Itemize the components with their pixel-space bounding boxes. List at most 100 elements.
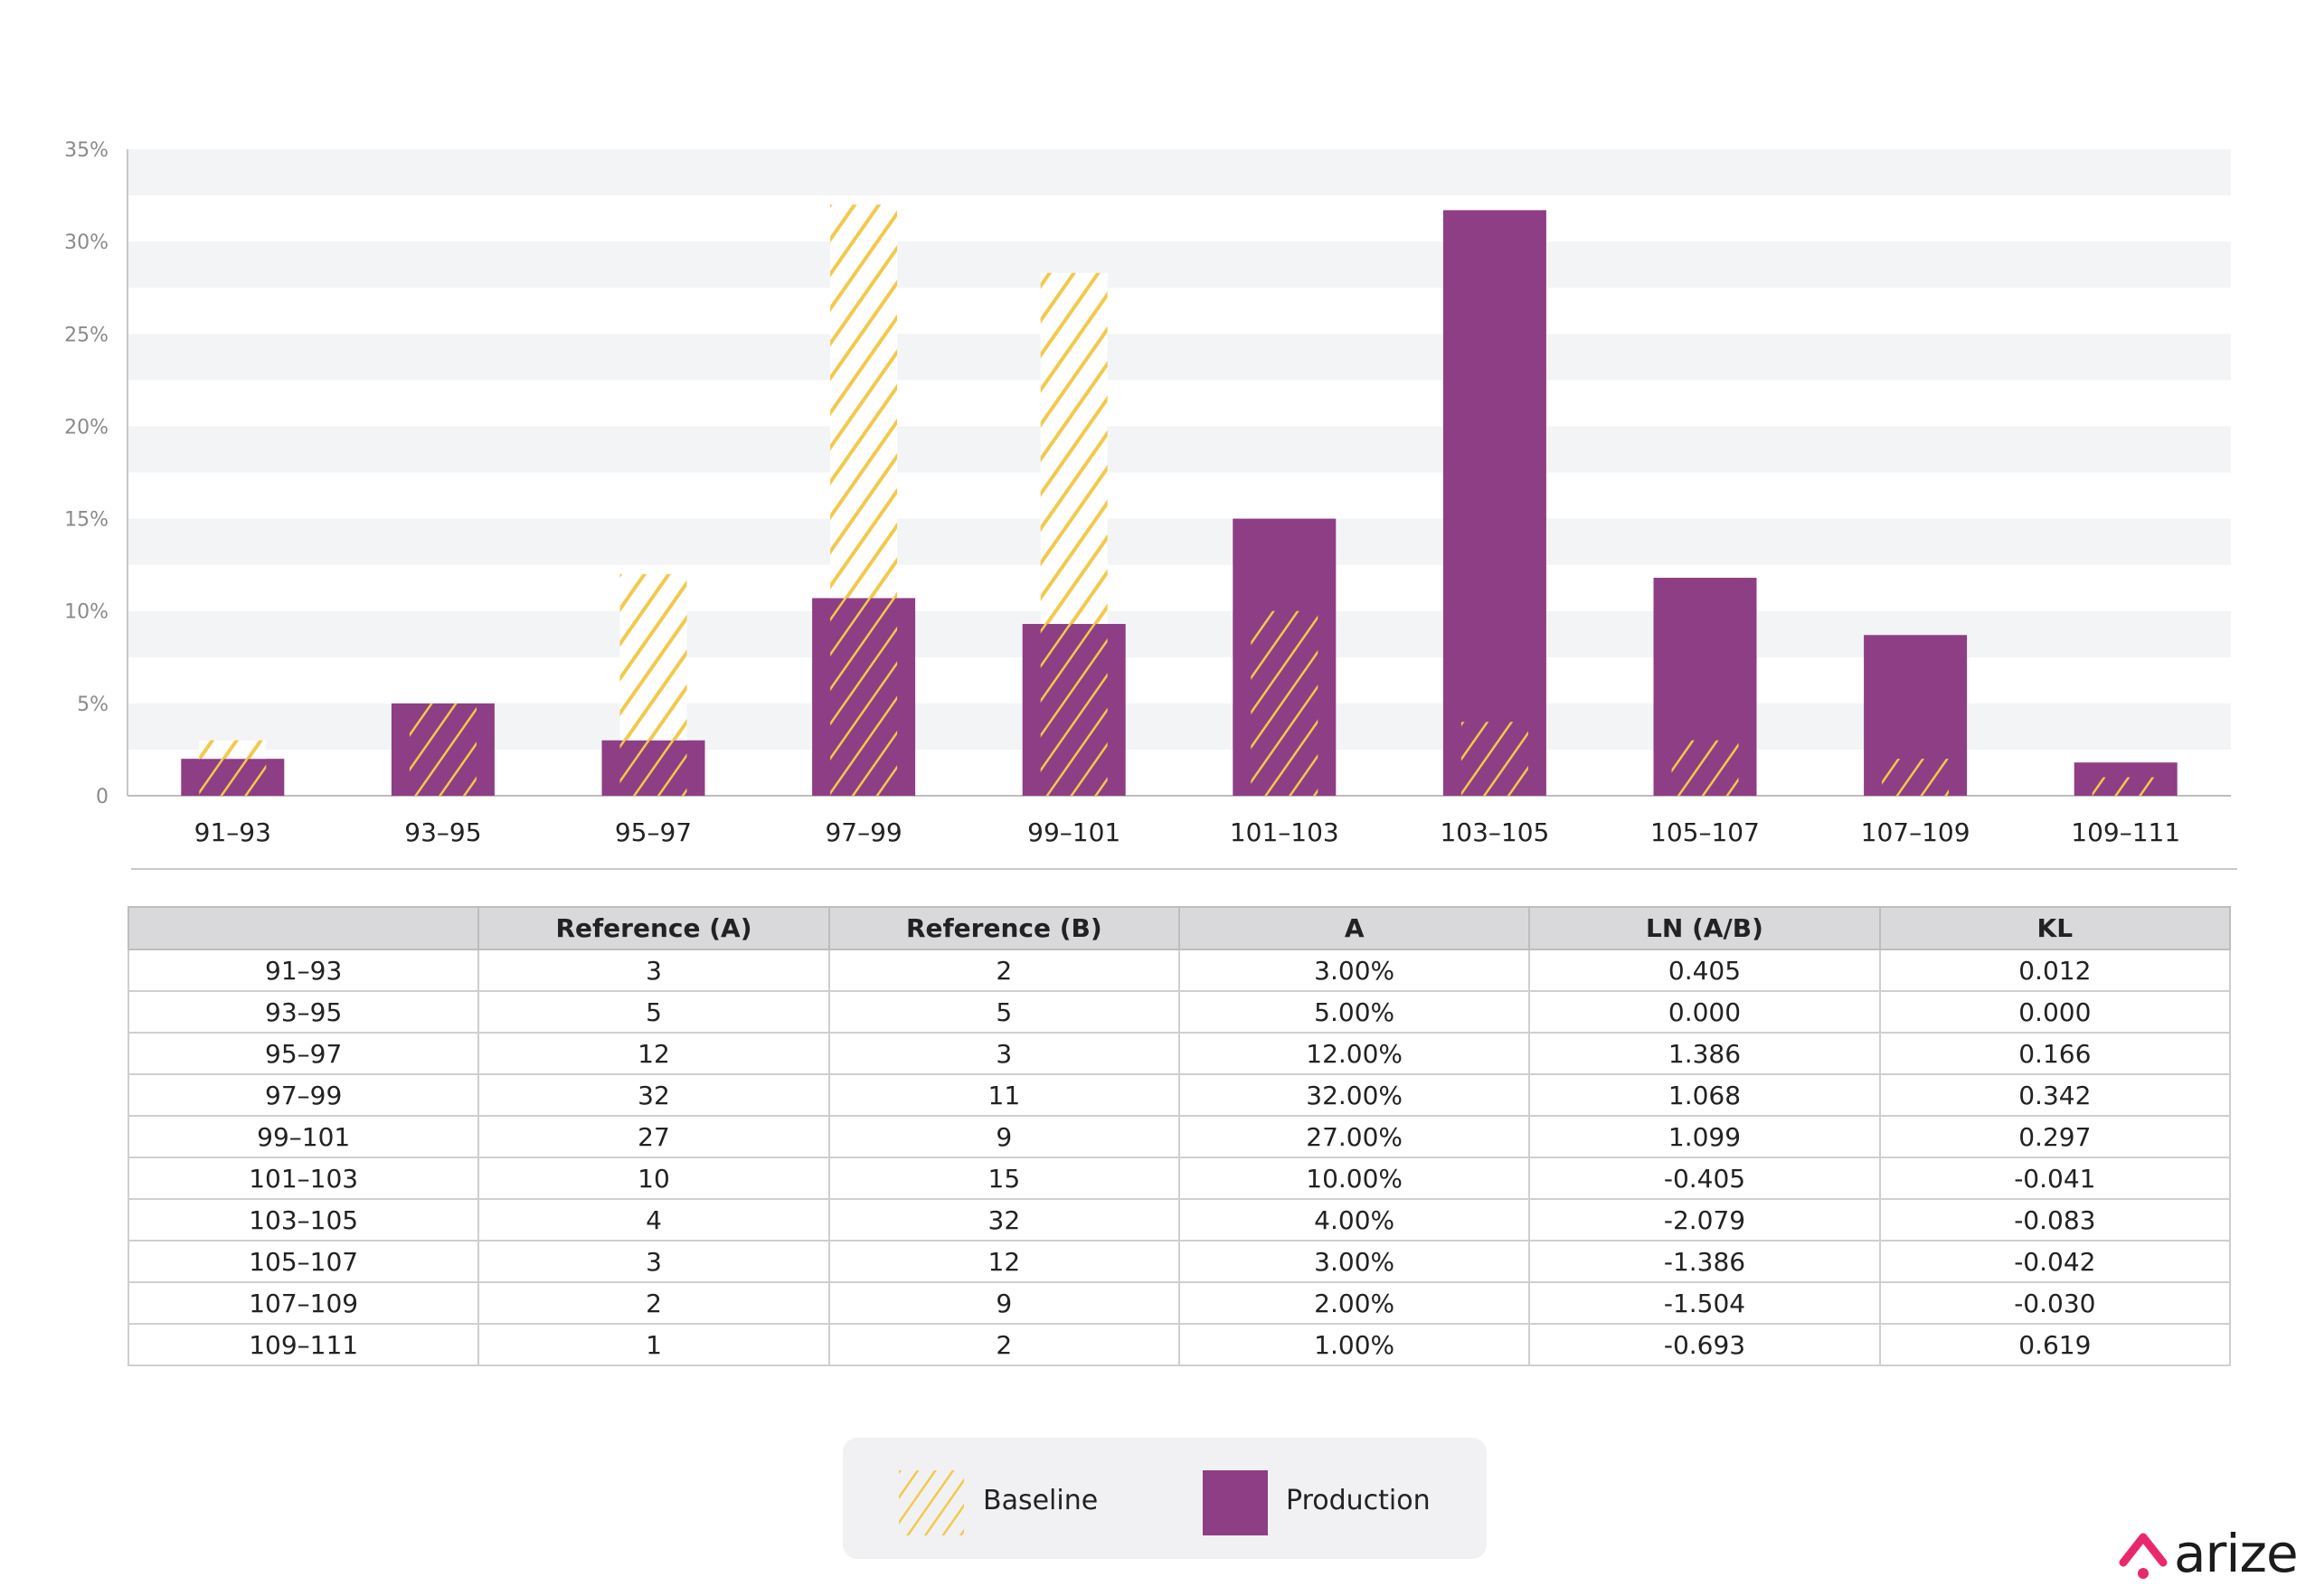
table-cell: 105–107 bbox=[127, 1240, 480, 1283]
grid-band bbox=[128, 518, 2231, 565]
table-cell: 93–95 bbox=[127, 990, 480, 1034]
arize-logo-text: arize bbox=[2174, 1523, 2299, 1584]
table-cell: -1.386 bbox=[1528, 1240, 1881, 1283]
table-cell: 2.00% bbox=[1177, 1281, 1531, 1325]
table-row: 95–97 12 3 12.00% 1.386 0.166 bbox=[127, 1032, 2232, 1075]
x-tick-label: 109–111 bbox=[2071, 817, 2180, 847]
x-tick-label: 95–97 bbox=[615, 817, 692, 847]
baseline-legend-label: Baseline bbox=[983, 1485, 1099, 1516]
table-cell: 99–101 bbox=[127, 1115, 480, 1158]
table-cell: 12 bbox=[477, 1032, 830, 1075]
table-cell: 32 bbox=[827, 1198, 1180, 1242]
arize-logo: arize bbox=[2118, 1523, 2308, 1584]
table-cell: 12.00% bbox=[1177, 1032, 1531, 1075]
x-tick-label: 97–99 bbox=[825, 817, 902, 847]
table-cell: 15 bbox=[827, 1157, 1180, 1200]
x-tick-label: 103–105 bbox=[1440, 817, 1549, 847]
baseline-swatch bbox=[899, 1470, 964, 1535]
y-tick-label: 25% bbox=[64, 324, 109, 346]
bar-chart: 0 5% 10% 15% 20% 25% 30% 35% 91–93 93–95 95–97 97–9… bbox=[64, 139, 2237, 870]
baseline-bar bbox=[199, 740, 267, 760]
table-body: 91–93 3 2 3.00% 0.405 0.012 93–95 5 5 5.00% 0.000 0… bbox=[127, 949, 2232, 1366]
table-cell: 2 bbox=[827, 1323, 1180, 1366]
y-tick-label: 10% bbox=[64, 601, 109, 624]
table-cell: 109–111 bbox=[127, 1323, 480, 1366]
arize-logo-icon bbox=[2119, 1533, 2168, 1579]
table-header-cell: A bbox=[1177, 906, 1531, 950]
table-cell: 1.099 bbox=[1528, 1115, 1881, 1158]
baseline-bar-overlap bbox=[1040, 624, 1108, 796]
table-cell: 12 bbox=[827, 1240, 1180, 1283]
table-header-cell: Reference (A) bbox=[477, 906, 830, 950]
table-cell: 91–93 bbox=[127, 949, 480, 992]
y-tick-label: 0 bbox=[96, 786, 109, 808]
table-cell: 10.00% bbox=[1177, 1157, 1531, 1200]
production-bar bbox=[1442, 210, 1546, 796]
table-row: 93–95 5 5 5.00% 0.000 0.000 bbox=[127, 990, 2232, 1034]
table-cell: 5 bbox=[477, 990, 830, 1034]
table-cell: 32 bbox=[477, 1073, 830, 1117]
table-row: 91–93 3 2 3.00% 0.405 0.012 bbox=[127, 949, 2232, 992]
table-header-cell: Reference (B) bbox=[827, 906, 1180, 950]
table-cell: 27.00% bbox=[1177, 1115, 1531, 1158]
kl-divergence-table: Reference (A) Reference (B) A LN (A/B) KL 91… bbox=[127, 906, 2232, 1366]
x-tick-label: 93–95 bbox=[404, 817, 481, 847]
table-cell: -0.042 bbox=[1878, 1240, 2232, 1283]
table-cell: 5.00% bbox=[1177, 990, 1531, 1034]
table-cell: -0.083 bbox=[1878, 1198, 2232, 1242]
table-cell: 3.00% bbox=[1177, 949, 1531, 992]
table-cell: 0.297 bbox=[1878, 1115, 2232, 1158]
table-cell: 4.00% bbox=[1177, 1198, 1531, 1242]
baseline-bar-overlap bbox=[199, 759, 267, 796]
x-tick-label: 101–103 bbox=[1230, 817, 1339, 847]
table-cell: 3 bbox=[827, 1032, 1180, 1075]
baseline-bar bbox=[1882, 759, 1950, 796]
x-tick-label: 99–101 bbox=[1027, 817, 1120, 847]
table-row: 103–105 4 32 4.00% -2.079 -0.083 bbox=[127, 1198, 2232, 1242]
table-cell: 10 bbox=[477, 1157, 830, 1200]
table-cell: 3.00% bbox=[1177, 1240, 1531, 1283]
table-cell: 9 bbox=[827, 1281, 1180, 1325]
baseline-bar bbox=[409, 703, 477, 796]
table-cell: 97–99 bbox=[127, 1073, 480, 1117]
table-cell: 1.00% bbox=[1177, 1323, 1531, 1366]
table-cell: 32.00% bbox=[1177, 1073, 1531, 1117]
table-cell: 0.000 bbox=[1878, 990, 2232, 1034]
production-legend-label: Production bbox=[1286, 1485, 1431, 1516]
baseline-bar bbox=[1251, 610, 1318, 796]
table-cell: 3 bbox=[477, 1240, 830, 1283]
table-cell: 103–105 bbox=[127, 1198, 480, 1242]
y-tick-label: 20% bbox=[64, 416, 109, 439]
table-cell: 0.166 bbox=[1878, 1032, 2232, 1075]
x-tick-label: 91–93 bbox=[194, 817, 271, 847]
table-row: 101–103 10 15 10.00% -0.405 -0.041 bbox=[127, 1157, 2232, 1200]
table-cell: -0.030 bbox=[1878, 1281, 2232, 1325]
production-swatch bbox=[1203, 1470, 1268, 1535]
y-tick-label: 5% bbox=[77, 694, 109, 716]
table-cell: 0.342 bbox=[1878, 1073, 2232, 1117]
table-header-row: Reference (A) Reference (B) A LN (A/B) KL bbox=[127, 906, 2232, 950]
table-cell: 101–103 bbox=[127, 1157, 480, 1200]
table-cell: 0.012 bbox=[1878, 949, 2232, 992]
x-tick-label: 105–107 bbox=[1650, 817, 1760, 847]
table-header-cell: LN (A/B) bbox=[1528, 906, 1881, 950]
table-cell: 27 bbox=[477, 1115, 830, 1158]
table-cell: 95–97 bbox=[127, 1032, 480, 1075]
table-cell: 2 bbox=[477, 1281, 830, 1325]
baseline-bar bbox=[1460, 722, 1528, 796]
baseline-bar bbox=[2092, 777, 2159, 796]
y-tick-label: 35% bbox=[64, 139, 109, 162]
table-row: 109–111 1 2 1.00% -0.693 0.619 bbox=[127, 1323, 2232, 1366]
table-row: 107–109 2 9 2.00% -1.504 -0.030 bbox=[127, 1281, 2232, 1325]
grid-bands bbox=[128, 149, 2231, 750]
table-row: 99–101 27 9 27.00% 1.099 0.297 bbox=[127, 1115, 2232, 1158]
table-cell: 2 bbox=[827, 949, 1180, 992]
grid-band bbox=[128, 426, 2231, 473]
x-tick-label: 107–109 bbox=[1861, 817, 1970, 847]
table-cell: -0.693 bbox=[1528, 1323, 1881, 1366]
baseline-bar bbox=[1671, 740, 1739, 796]
table-cell: -0.405 bbox=[1528, 1157, 1881, 1200]
table-cell: 9 bbox=[827, 1115, 1180, 1158]
table-cell: 5 bbox=[827, 990, 1180, 1034]
grid-band bbox=[128, 334, 2231, 381]
